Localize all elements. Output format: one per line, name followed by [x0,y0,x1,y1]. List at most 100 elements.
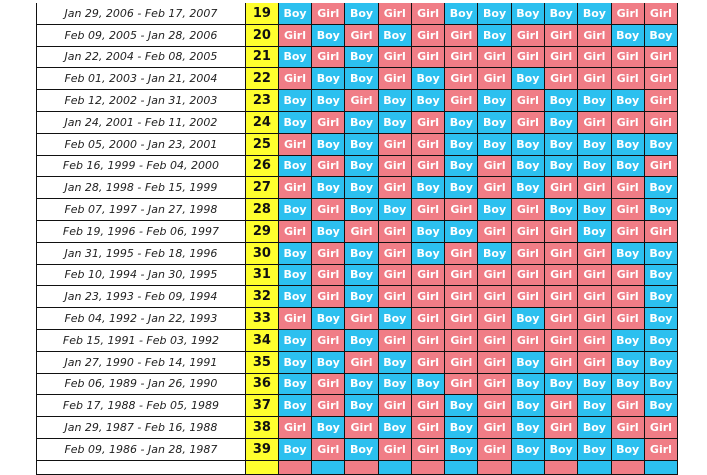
gender-cell: Girl [478,329,512,352]
gender-cell [345,460,379,475]
gender-cell: Boy [312,308,346,330]
gender-cell: Boy [644,177,679,200]
table-row: Feb 05, 2000 - Jan 23, 2001 25 Girl Boy Boy G… [36,133,679,156]
gender-cell: Girl [478,395,512,418]
gender-cell: Boy [578,199,612,221]
gender-cell: Boy [345,199,379,221]
date-range-cell: Feb 09, 2005 - Jan 28, 2006 [36,24,246,47]
gender-cell: Girl [611,3,645,25]
table-row: Jan 22, 2004 - Feb 08, 2005 21 Boy Girl Boy G… [36,46,679,69]
gender-cell: Girl [378,242,412,265]
gender-cell: Girl [411,155,446,178]
age-cell: 22 [245,68,279,91]
gender-cell: Girl [545,46,579,69]
gender-cell: Boy [611,373,645,396]
gender-cell: Boy [578,438,612,461]
table-row: Feb 12, 2002 - Jan 31, 2003 23 Boy Boy Girl B… [36,90,679,112]
gender-cell: Girl [411,3,446,25]
age-cell: 37 [245,395,279,418]
gender-cell: Boy [478,133,512,156]
gender-cell [445,460,479,475]
gender-cell: Boy [345,68,379,91]
gender-cell: Girl [445,264,479,287]
gender-cell: Girl [511,46,545,69]
gender-cell: Boy [345,177,379,200]
gender-cell: Boy [611,351,645,374]
gender-cell: Girl [378,438,412,461]
gender-cell: Girl [644,111,679,134]
gender-cell: Boy [545,199,579,221]
gender-cell: Girl [545,242,579,265]
gender-cell: Girl [345,90,379,112]
gender-cell: Girl [644,90,679,112]
age-cell: 39 [245,438,279,461]
date-range-cell: Feb 05, 2000 - Jan 23, 2001 [36,133,246,156]
gender-cell: Girl [378,3,412,25]
gender-cell: Boy [611,329,645,352]
gender-cell: Boy [511,395,545,418]
gender-cell: Girl [511,242,545,265]
gender-cell: Girl [644,155,679,178]
gender-cell: Girl [411,351,446,374]
gender-cell: Girl [312,46,346,69]
gender-cell: Girl [411,395,446,418]
age-cell: 25 [245,133,279,156]
age-cell: 27 [245,177,279,200]
gender-cell: Boy [478,199,512,221]
gender-cell: Girl [378,68,412,91]
gender-cell: Boy [345,373,379,396]
age-cell: 24 [245,111,279,134]
date-range-cell: Jan 22, 2004 - Feb 08, 2005 [36,46,246,69]
age-cell: 20 [245,24,279,47]
gender-cell: Boy [511,133,545,156]
gender-cell: Boy [644,286,679,309]
gender-cell: Boy [345,46,379,69]
gender-cell: Boy [478,242,512,265]
gender-cell [378,460,412,475]
gender-cell: Girl [545,395,579,418]
gender-cell: Girl [378,395,412,418]
gender-cell: Boy [312,417,346,439]
gender-cell: Girl [578,242,612,265]
date-range-cell: Jan 31, 1995 - Feb 18, 1996 [36,242,246,265]
gender-cell: Girl [411,133,446,156]
gender-cell: Girl [578,351,612,374]
gender-cell: Girl [445,308,479,330]
gender-cell: Boy [312,68,346,91]
gender-cell: Girl [545,220,579,243]
gender-cell: Girl [378,155,412,178]
partial-row [36,460,679,475]
gender-prediction-table: Jan 29, 2006 - Feb 17, 2007 19 Boy Girl Boy G… [36,3,679,475]
gender-cell: Boy [312,220,346,243]
gender-cell: Boy [611,133,645,156]
table-row: Jan 31, 1995 - Feb 18, 1996 30 Boy Girl Boy G… [36,242,679,265]
gender-cell: Boy [478,24,512,47]
gender-cell: Boy [644,308,679,330]
gender-cell: Girl [312,242,346,265]
gender-cell: Girl [378,220,412,243]
gender-cell: Girl [411,264,446,287]
gender-cell: Girl [445,90,479,112]
gender-cell: Girl [278,68,313,91]
gender-cell: Girl [644,46,679,69]
gender-cell: Boy [445,177,479,200]
gender-cell: Boy [312,133,346,156]
gender-cell: Girl [478,220,512,243]
gender-cell: Girl [345,308,379,330]
gender-cell: Boy [278,199,313,221]
gender-cell: Boy [345,329,379,352]
gender-cell: Boy [545,155,579,178]
gender-cell: Boy [411,68,446,91]
gender-cell: Girl [478,68,512,91]
gender-cell: Boy [345,264,379,287]
gender-cell: Girl [312,155,346,178]
gender-cell: Girl [378,264,412,287]
gender-cell: Boy [511,351,545,374]
gender-cell: Girl [312,329,346,352]
gender-cell: Boy [478,111,512,134]
gender-cell: Girl [511,111,545,134]
gender-cell: Boy [378,308,412,330]
gender-cell: Girl [578,264,612,287]
gender-cell: Boy [411,90,446,112]
gender-cell: Girl [312,199,346,221]
